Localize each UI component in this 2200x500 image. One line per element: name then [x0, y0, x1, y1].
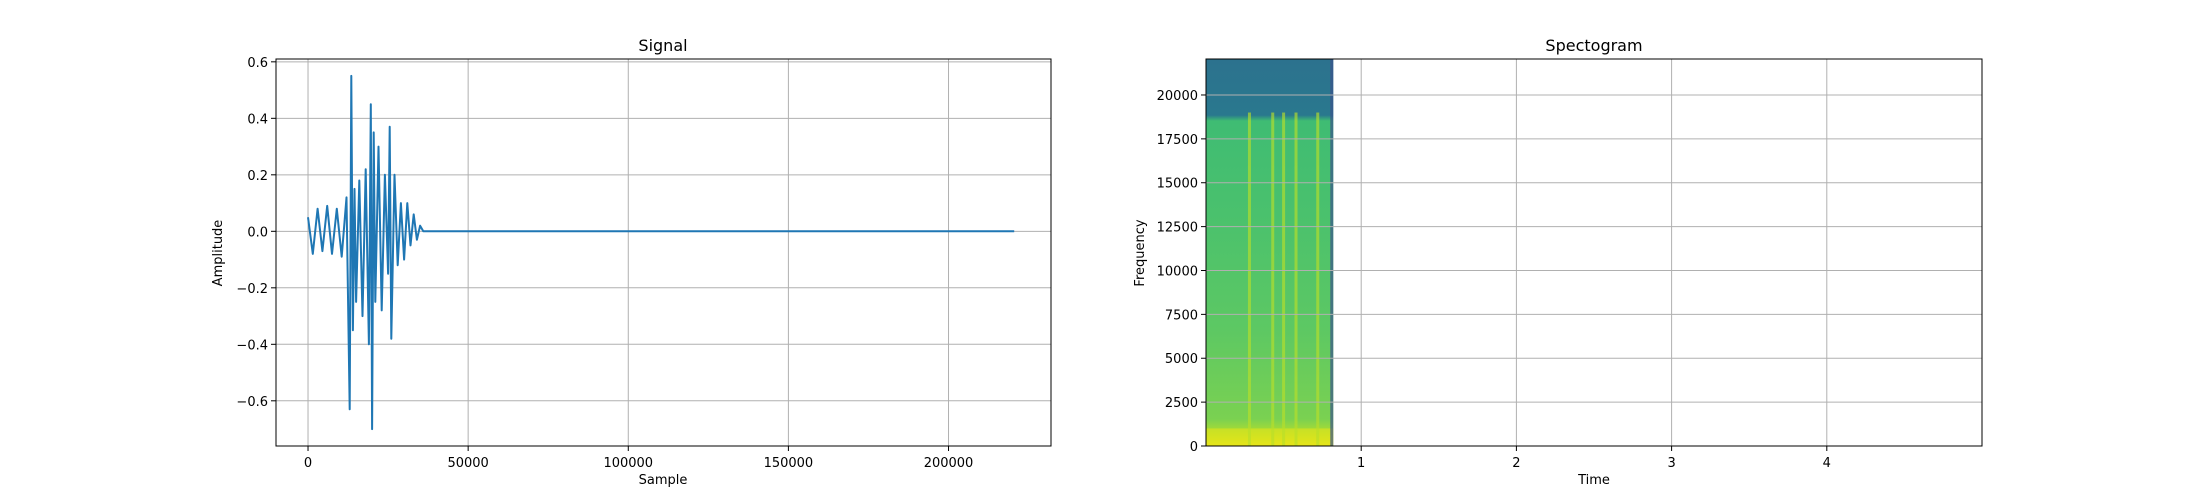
- spectrogram-y-axis-label: Frequency: [1133, 219, 1148, 286]
- spectrogram-x-ticks: 1 2 3 4: [1357, 446, 1831, 471]
- signal-x-tick-label: 150000: [764, 456, 814, 471]
- spec-y-tick-label: 0: [1190, 440, 1198, 455]
- spectrogram-title: Spectogram: [1545, 36, 1642, 55]
- spectrogram-low-band: [1206, 428, 1334, 446]
- signal-x-tick-label: 50000: [447, 456, 488, 471]
- spec-x-tick-label: 4: [1823, 456, 1831, 471]
- spectrogram-image: [1206, 59, 1334, 446]
- spectrogram-streak: [1294, 112, 1298, 446]
- signal-y-tick-label: 0.2: [247, 169, 268, 184]
- signal-plot-area: [307, 74, 1015, 431]
- signal-y-tick-label: 0.4: [247, 112, 268, 127]
- signal-y-tick-label: 0.0: [247, 225, 268, 240]
- signal-x-tick-label: 0: [304, 456, 312, 471]
- spectrogram-edge: [1330, 59, 1334, 446]
- spec-y-tick-label: 12500: [1157, 221, 1198, 236]
- signal-y-tick-label: −0.2: [236, 282, 268, 297]
- signal-y-tick-label: −0.6: [236, 395, 268, 410]
- spectrogram-streak: [1271, 112, 1275, 446]
- signal-x-tick-label: 200000: [924, 456, 974, 471]
- spectrogram-energy-region: [1206, 59, 1334, 446]
- spec-y-tick-label: 17500: [1157, 133, 1198, 148]
- signal-title: Signal: [638, 36, 687, 55]
- spectrogram-axes-frame: [1205, 58, 1983, 447]
- signal-y-tick-label: 0.6: [247, 56, 268, 71]
- signal-chart: 0 50000 100000 150000 200000 −0.6 −0.4 −0.2 0.0…: [211, 36, 1052, 488]
- signal-y-tick-label: −0.4: [236, 338, 268, 353]
- signal-axes-frame: [275, 58, 1052, 447]
- spectrogram-chart: 1 2 3 4 0 2500 5000 7500 10000 12500 15000 17500 20…: [1133, 36, 1983, 488]
- signal-x-ticks: 0 50000 100000 150000 200000: [304, 446, 973, 471]
- spec-y-tick-label: 20000: [1157, 89, 1198, 104]
- spectrogram-streak: [1247, 112, 1251, 446]
- signal-y-ticks: −0.6 −0.4 −0.2 0.0 0.2 0.4 0.6: [236, 56, 276, 410]
- spec-y-tick-label: 2500: [1165, 396, 1198, 411]
- spec-y-tick-label: 15000: [1157, 177, 1198, 192]
- spec-y-tick-label: 5000: [1165, 352, 1198, 367]
- spectrogram-streak: [1316, 112, 1320, 446]
- spec-x-tick-label: 2: [1512, 456, 1520, 471]
- spectrogram-streak: [1282, 112, 1286, 446]
- spec-y-tick-label: 7500: [1165, 308, 1198, 323]
- signal-y-axis-label: Amplitude: [211, 220, 226, 287]
- spectrogram-x-axis-label: Time: [1577, 473, 1610, 488]
- spec-y-tick-label: 10000: [1157, 264, 1198, 279]
- spectrogram-y-ticks: 0 2500 5000 7500 10000 12500 15000 17500 20000: [1157, 89, 1206, 455]
- signal-x-axis-label: Sample: [639, 473, 688, 488]
- spec-x-tick-label: 3: [1667, 456, 1675, 471]
- spec-x-tick-label: 1: [1357, 456, 1365, 471]
- signal-series-line: [307, 74, 1015, 431]
- signal-x-tick-label: 100000: [603, 456, 653, 471]
